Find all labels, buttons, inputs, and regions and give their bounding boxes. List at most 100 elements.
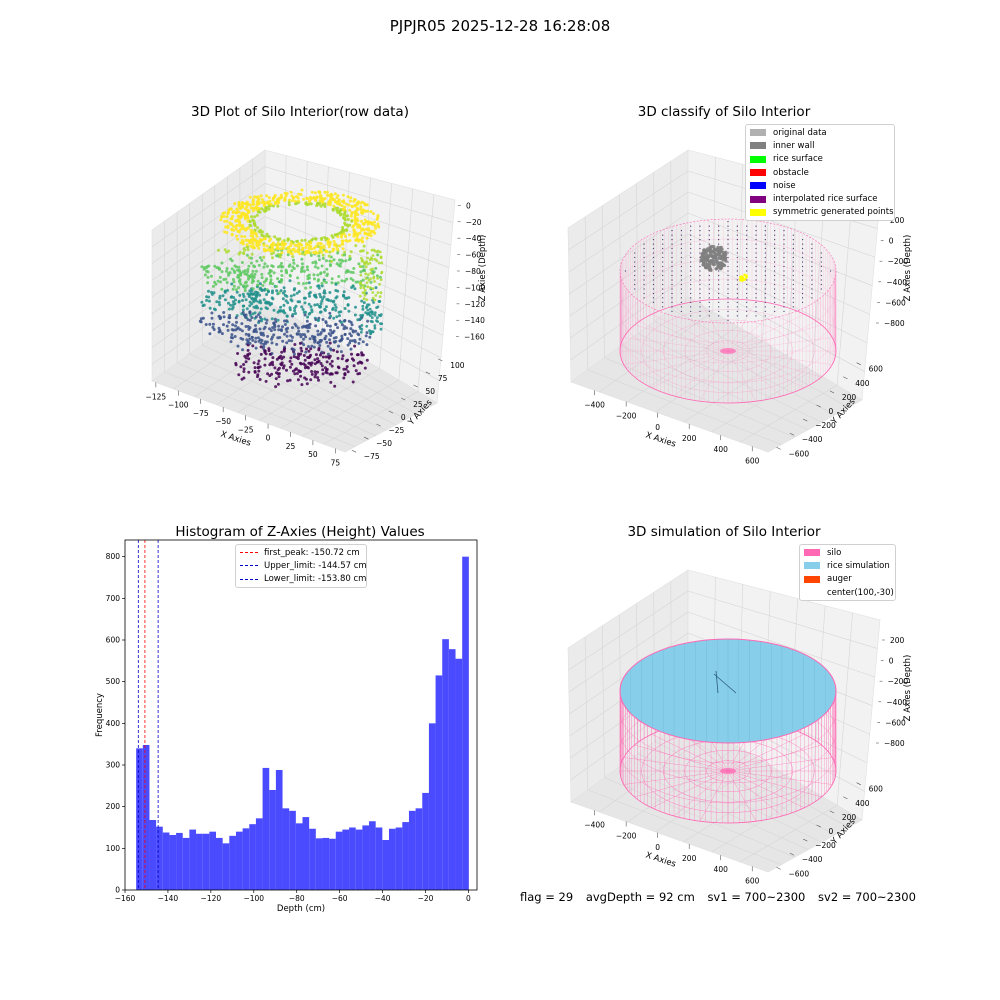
panel1-point	[237, 252, 241, 256]
panel1-point	[326, 344, 330, 348]
panel1-grid-line	[176, 362, 366, 442]
legend-center: center(100,-30)	[827, 587, 894, 598]
panel1-point	[299, 346, 303, 350]
panel1-point	[227, 249, 231, 253]
panel1-point	[329, 328, 332, 332]
panel1-point	[322, 270, 326, 274]
panel1-point	[304, 286, 308, 290]
sv1-value: sv1 = 700~2300	[707, 890, 806, 904]
panel1-point	[328, 362, 332, 366]
panel1-point	[317, 286, 321, 290]
panel1-point	[267, 347, 271, 351]
panel1-point	[320, 299, 324, 303]
panel1-point	[348, 254, 352, 258]
panel1-point	[346, 343, 350, 347]
panel1-point	[272, 271, 276, 275]
panel1-point	[280, 269, 283, 273]
panel1-point	[350, 352, 353, 356]
panel1-point	[325, 360, 329, 364]
panel1-point	[227, 301, 230, 305]
panel1-point	[336, 251, 340, 255]
panel1-point	[261, 284, 265, 287]
panel1-point	[290, 339, 294, 343]
panel1-point	[310, 334, 314, 338]
panel1-point	[353, 313, 357, 317]
panel1-point	[294, 324, 298, 328]
panel1-point	[313, 339, 317, 342]
panel1-point	[273, 328, 277, 332]
panel1-point	[340, 323, 344, 327]
panel1-point	[309, 378, 313, 382]
panel1-point	[317, 378, 320, 382]
panel1-point	[339, 320, 343, 324]
panel1-point	[234, 363, 238, 367]
panel1-point	[317, 278, 320, 282]
panel1-point	[288, 359, 292, 363]
panel1-point	[347, 296, 351, 300]
panel1-point	[288, 263, 292, 267]
panel1-point	[292, 261, 296, 265]
panel1-point	[325, 259, 328, 263]
panel4-x-tick-label: 600	[745, 876, 760, 885]
panel1-point	[295, 291, 299, 295]
panel4-rice-mesh	[630, 639, 826, 743]
panel1-point	[333, 303, 337, 307]
panel1-point	[347, 309, 351, 313]
panel1-point	[300, 383, 304, 387]
panel1-point	[331, 300, 335, 304]
panel1-grid-line	[264, 216, 448, 291]
panel1-point	[275, 289, 279, 293]
panel1-point	[302, 269, 306, 273]
panel1-point	[343, 307, 347, 310]
panel1-point	[288, 279, 292, 283]
panel1-point	[250, 335, 254, 339]
panel1-point	[325, 267, 329, 271]
panel1-point	[295, 332, 299, 336]
panel1-point	[319, 310, 323, 314]
panel1-point	[330, 364, 334, 368]
panel1-point	[328, 341, 332, 345]
panel1-point	[293, 309, 297, 313]
panel1-point	[291, 326, 294, 330]
panel1-point	[361, 340, 365, 344]
panel1-point	[352, 364, 356, 368]
panel1-point	[354, 280, 358, 284]
panel1-grid-line	[302, 161, 308, 323]
panel1-point	[351, 380, 355, 384]
panel1-point	[321, 372, 325, 376]
panel1-point	[263, 363, 267, 367]
panel1-point	[310, 372, 314, 376]
panel1-point	[302, 337, 305, 341]
panel1-point	[320, 284, 324, 288]
panel1-grid-line	[280, 368, 380, 429]
panel1-point	[314, 324, 318, 328]
panel1-point	[260, 258, 264, 262]
panel1-point	[337, 366, 341, 370]
panel1-axes: −125−100−75−50−250255075−75−50−250255075…	[146, 149, 488, 467]
panel1-point	[271, 256, 274, 260]
panel1-point	[313, 265, 317, 269]
panel1-point	[304, 377, 308, 381]
panel1-point	[297, 329, 301, 333]
panel1-point	[296, 326, 300, 330]
panel1-point	[251, 312, 255, 316]
panel1-point	[330, 372, 334, 376]
panel1-point	[313, 362, 317, 366]
panel4-x-label: X Axies	[644, 850, 677, 869]
panel1-point	[280, 350, 284, 354]
panel1-point	[328, 263, 332, 267]
panel4-legend: silo rice simulation auger center(100,-3…	[799, 544, 896, 602]
panel1-point	[223, 248, 227, 252]
panel1-point	[332, 258, 336, 262]
panel4-z-label: Z Axies (Depth)	[903, 655, 913, 722]
panel1-grid-line	[189, 353, 376, 436]
panel1-point	[308, 276, 311, 280]
panel1-point	[349, 270, 353, 274]
panel1-point	[231, 287, 235, 291]
panel1-point	[338, 314, 341, 318]
panel1-point	[310, 370, 314, 373]
panel1-point	[334, 305, 338, 309]
panel1-point	[234, 288, 238, 292]
panel1-point	[339, 350, 343, 354]
panel1-point	[328, 338, 332, 342]
